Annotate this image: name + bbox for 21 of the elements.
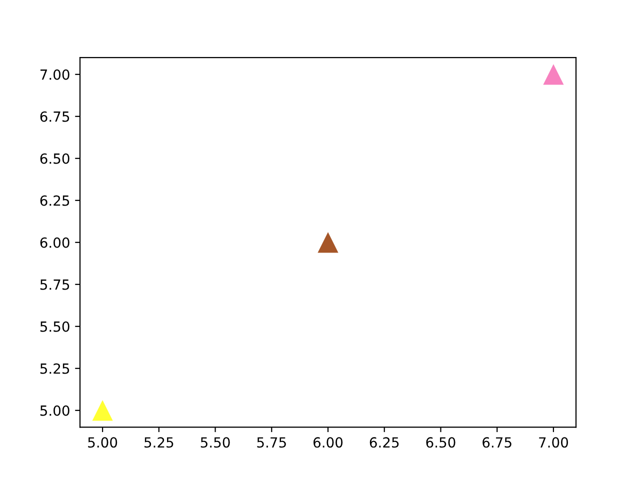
x-tick-label: 6.75	[482, 437, 512, 448]
point	[318, 232, 338, 253]
y-tick-label: 5.00	[40, 405, 70, 416]
y-tick-label: 5.75	[40, 280, 70, 290]
x-tick-label: 5.50	[200, 437, 230, 448]
y-tick-label: 5.50	[40, 321, 70, 332]
x-tick-label: 6.00	[314, 437, 343, 448]
y-tick-label: 6.50	[40, 153, 70, 164]
y-tick-label: 7.00	[40, 69, 70, 80]
point	[543, 64, 564, 85]
x-tick-label: 5.75	[257, 437, 286, 448]
x-tick-label: 5.00	[88, 437, 118, 448]
y-tick-label: 5.25	[40, 363, 70, 374]
x-tick-label: 6.50	[426, 437, 456, 448]
x-tick-label: 7.00	[539, 437, 568, 448]
x-tick-label: 5.25	[144, 437, 174, 448]
point	[92, 400, 113, 421]
x-tick-label: 6.25	[370, 437, 399, 448]
y-tick-label: 6.00	[40, 237, 70, 248]
y-tick-label: 6.25	[40, 195, 70, 206]
y-tick-label: 6.75	[40, 111, 70, 122]
